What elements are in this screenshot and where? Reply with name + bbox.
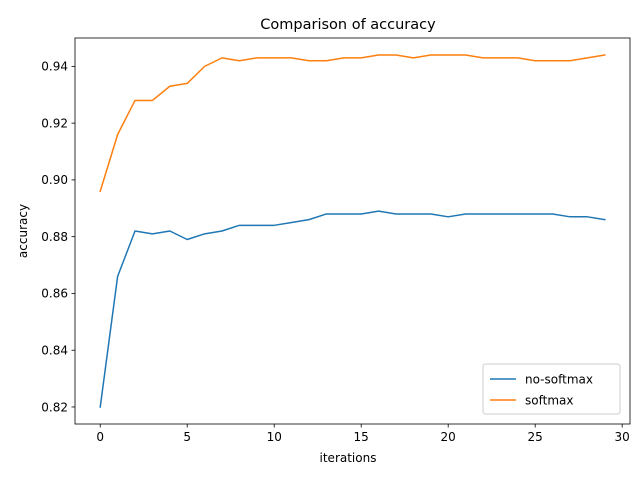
- y-tick-label: 0.86: [41, 287, 68, 301]
- y-tick-label: 0.84: [41, 344, 68, 358]
- y-tick-label: 0.88: [41, 230, 68, 244]
- x-tick-label: 25: [528, 430, 543, 444]
- y-tick-label: 0.82: [41, 400, 68, 414]
- series-line-no-softmax: [99, 210, 606, 408]
- x-tick-label: 5: [183, 430, 191, 444]
- legend: no-softmax softmax: [482, 363, 621, 415]
- x-tick-label: 0: [96, 430, 104, 444]
- x-tick-label: 15: [354, 430, 369, 444]
- legend-label-no-softmax: no-softmax: [525, 372, 593, 386]
- y-tick-label: 0.90: [41, 173, 68, 187]
- y-tick-label: 0.92: [41, 116, 68, 130]
- y-axis-label: accuracy: [16, 204, 30, 258]
- axes-frame: [74, 37, 631, 425]
- plot-area: 0 5 10 15 20 25 30 0.82 0.84 0.86 0.88 0.90 0.92 0.94: [41, 37, 631, 444]
- x-tick-label: 10: [267, 430, 282, 444]
- y-tick-label: 0.94: [41, 60, 68, 74]
- chart-title: Comparison of accuracy: [260, 17, 436, 33]
- x-tick-label: 30: [615, 430, 630, 444]
- legend-label-softmax: softmax: [525, 393, 573, 407]
- x-tick-label: 20: [441, 430, 456, 444]
- x-axis-label: iterations: [320, 451, 377, 465]
- legend-box: [482, 363, 621, 415]
- series-line-softmax: [99, 54, 606, 193]
